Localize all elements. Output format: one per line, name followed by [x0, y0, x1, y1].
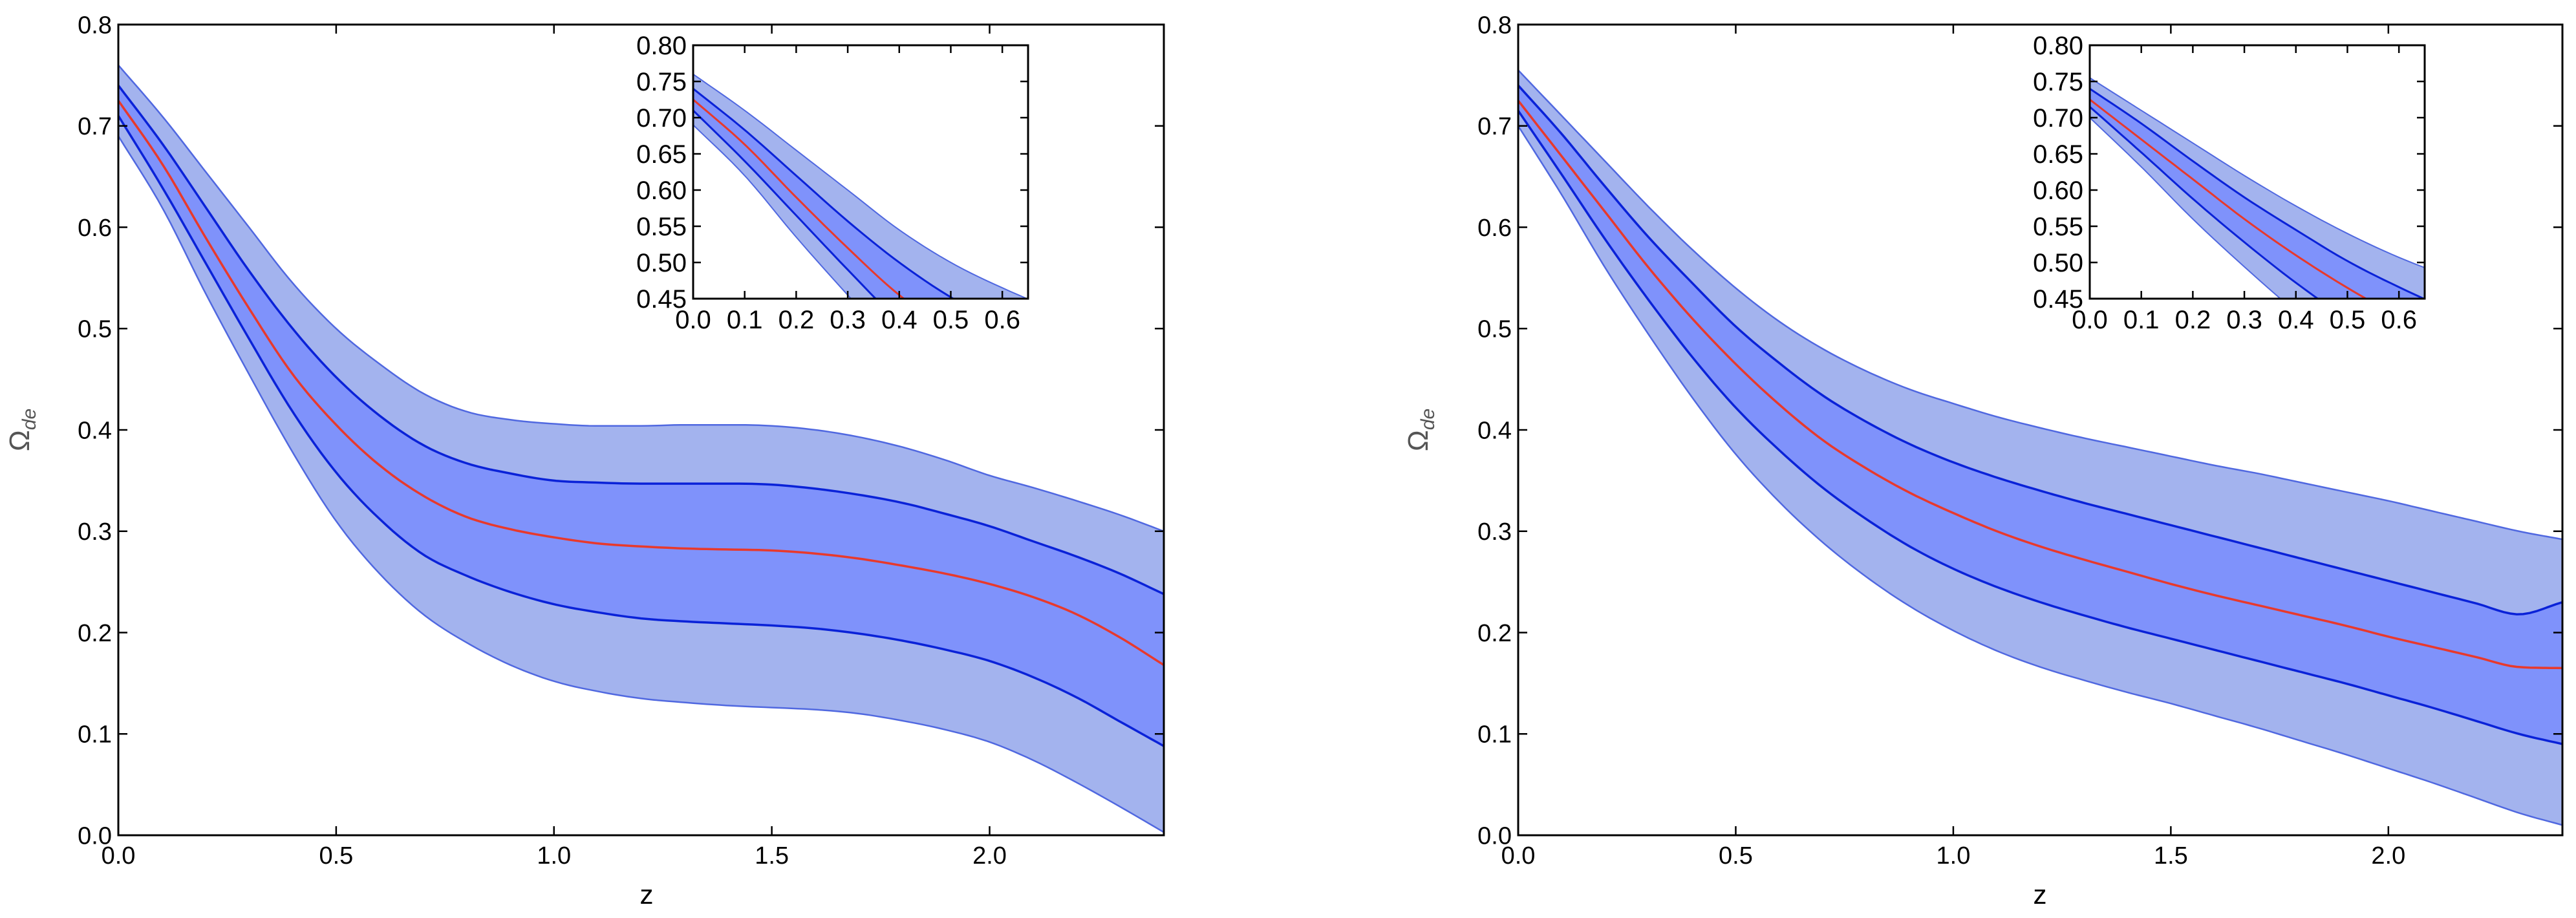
main-x-tick-label: 1.5	[755, 842, 789, 870]
main-series-1sigma-lower	[1518, 110, 2562, 745]
main-x-tick-label: 2.0	[2371, 842, 2405, 870]
inset-y-tick-label: 0.70	[636, 104, 687, 133]
main-plot-content	[1518, 69, 2562, 826]
inset-x-tick-label: 0.1	[2123, 306, 2160, 334]
inset-x-tick-label: 0.5	[933, 306, 969, 334]
inset-axes-frame	[2088, 44, 2426, 300]
inset-x-tick-label: 0.0	[2072, 306, 2108, 334]
main-x-tick-label: 0.5	[319, 842, 353, 870]
inset-right: 0.0 0.1 0.2 0.3 0.4 0.5 0.6 0.45 0.50 0.55 0.60 0.6…	[2033, 32, 2426, 334]
inset-x-tick-label: 0.6	[2381, 306, 2417, 334]
y-axis-label-sub: de	[1417, 409, 1439, 430]
inset-y-tick-label: 0.45	[636, 285, 687, 314]
main-y-tick-label: 0.1	[1477, 721, 1512, 749]
y-axis-label-sub: de	[19, 409, 40, 430]
inset-y-tick-label: 0.60	[2033, 176, 2083, 205]
main-y-tick-label: 0.5	[1477, 316, 1512, 343]
main-x-tick-label: 0.5	[1719, 842, 1753, 870]
main-x-tick-label: 1.0	[537, 842, 571, 870]
inset-y-tick-label: 0.80	[2033, 32, 2083, 60]
main-y-tick-label: 0.2	[1477, 620, 1512, 647]
inset-series-1sigma-upper	[2090, 87, 2425, 299]
inset-y-tick-label: 0.65	[2033, 140, 2083, 169]
y-axis-label: Ωde	[1402, 409, 1439, 451]
main-y-tick-label: 0.7	[78, 113, 112, 140]
inset-x-tick-label: 0.5	[2330, 306, 2366, 334]
inset-left: 0.0 0.1 0.2 0.3 0.4 0.5 0.6 0.45 0.50 0.55 0.60 0.6…	[636, 32, 1029, 334]
main-y-tick-label: 0.2	[78, 620, 112, 647]
inset-y-tick-label: 0.55	[636, 213, 687, 241]
inset-y-tick-label: 0.50	[2033, 249, 2083, 277]
main-x-tick-label: 1.5	[2154, 842, 2188, 870]
main-series-1sigma-upper	[118, 85, 1164, 595]
y-axis-label-main: Ω	[1402, 430, 1434, 451]
inset-y-tick-label: 0.45	[2033, 285, 2083, 314]
inset-y-tick-label: 0.70	[2033, 104, 2083, 133]
main-y-tick-label: 0.8	[78, 12, 112, 39]
main-y-tick-label: 0.7	[1477, 113, 1512, 140]
y-axis-label-main: Ω	[4, 430, 36, 451]
main-y-tick-label: 0.6	[78, 215, 112, 242]
inset-x-tick-label: 0.1	[727, 306, 763, 334]
main-y-tick-label: 0.6	[1477, 215, 1512, 242]
main-inner-band	[1518, 85, 2562, 744]
inset-y-tick-label: 0.50	[636, 249, 687, 277]
inset-y-tick-label: 0.75	[2033, 68, 2083, 96]
main-y-tick-label: 0.5	[78, 316, 112, 343]
inset-y-tick-label: 0.55	[2033, 213, 2083, 241]
inset-x-tick-label: 0.4	[2278, 306, 2314, 334]
main-y-tick-label: 0.3	[1477, 518, 1512, 546]
inset-plot-content	[2090, 77, 2425, 299]
inset-x-tick-label: 0.3	[830, 306, 866, 334]
main-inner-band	[118, 85, 1164, 747]
main-x-tick-label: 2.0	[972, 842, 1007, 870]
inset-outer-band	[2090, 77, 2425, 299]
main-series-mean	[1518, 100, 2562, 670]
inset-series-mean	[2090, 98, 2368, 299]
inset-y-tick-label: 0.65	[636, 140, 687, 169]
y-axis-label: Ωde	[4, 409, 40, 451]
main-y-tick-label: 0.1	[78, 721, 112, 749]
main-x-tick-label: 1.0	[1937, 842, 1971, 870]
main-y-tick-label: 0.4	[78, 417, 112, 444]
inset-x-tick-label: 0.3	[2226, 306, 2262, 334]
inset-series-1sigma-lower	[2090, 106, 2320, 299]
main-y-tick-label: 0.0	[78, 822, 112, 849]
main-plot-content	[118, 63, 1164, 833]
main-y-tick-label: 0.3	[78, 518, 112, 546]
main-series-1sigma-lower	[118, 115, 1164, 747]
inset-axes-frame	[692, 44, 1029, 300]
inset-y-tick-label: 0.75	[636, 68, 687, 96]
inset-x-tick-label: 0.2	[778, 306, 815, 334]
main-y-tick-label: 0.0	[1477, 822, 1512, 849]
inset-y-tick-label: 0.60	[636, 176, 687, 205]
main-x-tick-label: 0.0	[102, 842, 136, 870]
x-axis-label: z	[640, 879, 654, 910]
inset-series-1sigma-upper	[693, 88, 956, 299]
x-axis-label: z	[2034, 879, 2047, 910]
chart-panel-right: 0.0 0.5 1.0 1.5 2.00.00.10.20.30.40.50.60.70…	[1402, 12, 2564, 910]
main-y-tick-label: 0.8	[1477, 12, 1512, 39]
inset-y-tick-label: 0.80	[636, 32, 687, 60]
main-y-tick-label: 0.4	[1477, 417, 1512, 444]
main-series-1sigma-upper	[1518, 84, 2562, 615]
inset-x-tick-label: 0.6	[984, 306, 1020, 334]
main-series-mean	[118, 100, 1164, 667]
main-x-tick-label: 0.0	[1501, 842, 1536, 870]
inset-x-tick-label: 0.4	[881, 306, 918, 334]
inset-x-tick-label: 0.0	[675, 306, 711, 334]
chart-panel-left: 0.0 0.5 1.0 1.5 2.00.00.10.20.30.40.50.60.70…	[4, 12, 1165, 910]
inset-x-tick-label: 0.2	[2175, 306, 2211, 334]
